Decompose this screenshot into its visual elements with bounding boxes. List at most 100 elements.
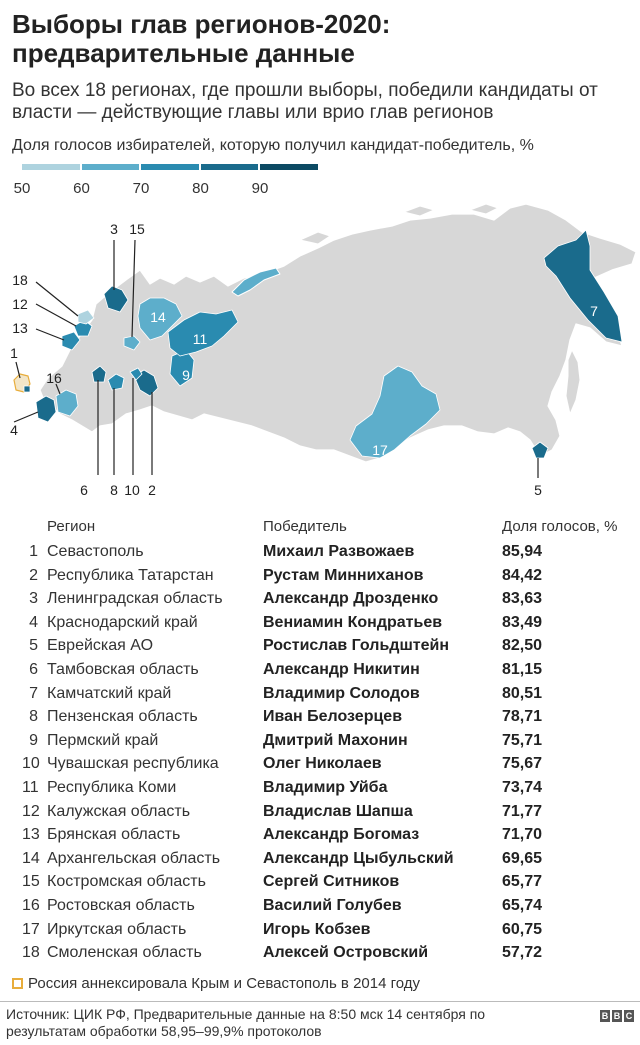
table-row: 16 Ростовская область Василий Голубев 65,74	[0, 897, 640, 921]
row-number: 9	[29, 731, 38, 749]
row-winner: Игорь Кобзев	[263, 920, 371, 938]
row-region: Республика Коми	[47, 779, 177, 796]
row-number: 17	[22, 920, 40, 938]
row-vote-share: 65,74	[502, 897, 543, 914]
row-number: 14	[22, 849, 40, 867]
table-row: 10 Чувашская республика Олег Николаев 75,67	[0, 755, 640, 779]
row-number: 2	[29, 566, 38, 584]
row-region: Севастополь	[47, 543, 144, 560]
arctic-island	[403, 205, 435, 217]
row-vote-share: 83,49	[502, 613, 543, 631]
row-vote-share: 69,65	[502, 849, 543, 867]
row-region: Иркутская область	[47, 920, 187, 938]
sakhalin-island	[565, 349, 581, 415]
row-vote-share: 57,72	[502, 944, 543, 962]
row-vote-share: 84,42	[502, 566, 543, 584]
scale-tick-label: 50	[13, 180, 31, 197]
row-number: 7	[29, 684, 38, 702]
row-winner: Василий Голубев	[263, 897, 402, 914]
row-winner: Алексей Островский	[263, 944, 429, 962]
row-number: 11	[22, 779, 39, 796]
region-13-shape	[61, 331, 81, 351]
row-winner: Владимир Уйба	[263, 779, 388, 796]
row-region: Еврейская АО	[47, 637, 154, 655]
row-vote-share: 75,71	[502, 731, 543, 749]
table-row: 3 Ленинградская область Александр Дрозденк…	[0, 590, 640, 614]
row-number: 15	[22, 873, 40, 891]
region-label-6: 6	[80, 482, 88, 498]
row-region: Костромская область	[47, 873, 206, 891]
row-winner: Владимир Солодов	[263, 684, 420, 702]
row-number: 10	[22, 755, 40, 773]
row-winner: Александр Никитин	[263, 661, 420, 678]
region-label-2: 2	[148, 482, 156, 498]
region-label-8: 8	[110, 482, 118, 498]
row-region: Ленинградская область	[47, 590, 223, 608]
region-label-9: 9	[182, 367, 190, 383]
bbc-logo-block: C	[624, 1010, 634, 1022]
row-winner: Вениамин Кондратьев	[263, 613, 443, 631]
row-region: Пензенская область	[47, 708, 198, 726]
region-label-16: 16	[46, 370, 62, 386]
novaya-zemlya-island	[231, 267, 281, 297]
scale-tick-label: 80	[192, 180, 209, 197]
row-vote-share: 65,77	[502, 873, 543, 891]
region-1-shape	[23, 385, 31, 393]
table-row: 2 Республика Татарстан Рустам Минниханов 84…	[0, 567, 640, 591]
region-label-13: 13	[12, 320, 28, 336]
leader-line-16	[55, 383, 61, 395]
row-winner: Александр Дрозденко	[263, 590, 439, 608]
row-winner: Олег Николаев	[263, 755, 382, 773]
row-region: Смоленская область	[47, 944, 202, 962]
source-note: Источник: ЦИК РФ, Предварительные данные…	[6, 1006, 486, 1039]
region-label-4: 4	[10, 422, 18, 438]
table-row: 4 Краснодарский край Вениамин Кондратьев 83…	[0, 614, 640, 638]
region-label-3: 3	[110, 221, 118, 237]
map-regions	[23, 229, 623, 459]
region-8-shape	[107, 373, 125, 391]
row-vote-share: 78,71	[502, 708, 543, 726]
map-labels: 14 11 9 7 17 3 15 18 12 13 1 16 4 6 8 10 2 5	[10, 221, 598, 498]
row-vote-share: 60,75	[502, 920, 543, 938]
leader-line-18	[35, 281, 79, 317]
row-region: Тамбовская область	[47, 661, 199, 678]
row-number: 18	[22, 944, 40, 962]
region-3-shape	[103, 285, 129, 313]
row-number: 1	[29, 543, 38, 560]
scale-swatch	[22, 164, 80, 170]
row-winner: Михаил Развожаев	[263, 543, 415, 560]
row-number: 3	[29, 590, 38, 608]
region-17-shape	[349, 365, 441, 459]
row-number: 13	[22, 826, 40, 844]
scale-tick-label: 90	[251, 180, 269, 197]
region-label-5: 5	[534, 482, 542, 498]
row-winner: Ростислав Гольдштейн	[263, 637, 450, 655]
row-vote-share: 75,67	[502, 755, 543, 773]
row-winner: Рустам Минниханов	[263, 566, 424, 584]
crimea-note-text: Россия аннексировала Крым и Севастополь …	[28, 975, 421, 992]
row-region: Брянская область	[47, 826, 181, 844]
chart-title: Выборы глав регионов-2020: предварительн…	[12, 9, 391, 68]
row-region: Архангельская область	[47, 849, 221, 867]
row-region: Камчатский край	[47, 684, 172, 702]
table-row: 12 Калужская область Владислав Шапша 71,77	[0, 803, 640, 827]
leader-line-12	[35, 303, 77, 327]
row-number: 12	[22, 802, 40, 820]
row-region: Краснодарский край	[47, 613, 198, 631]
bbc-logo-block: B	[600, 1010, 610, 1022]
russia-map: 14 11 9 7 17 3 15 18 12 13 1 16 4 6 8 10 2 5	[10, 203, 637, 498]
leader-line-1	[15, 361, 21, 379]
row-vote-share: 71,70	[502, 826, 543, 844]
region-7-shape	[543, 229, 623, 343]
row-number: 6	[29, 661, 38, 678]
header-region: Регион	[47, 518, 96, 535]
leader-line-13	[35, 328, 65, 341]
table-row: 11 Республика Коми Владимир Уйба 73,74	[0, 779, 640, 803]
table-row: 8 Пензенская область Иван Белозерцев 78,71	[0, 708, 640, 732]
row-winner: Александр Цыбульский	[263, 849, 454, 867]
region-label-11: 11	[193, 331, 208, 347]
row-region: Республика Татарстан	[47, 566, 214, 584]
region-11-shape	[167, 309, 239, 357]
row-region: Ростовская область	[47, 897, 195, 914]
